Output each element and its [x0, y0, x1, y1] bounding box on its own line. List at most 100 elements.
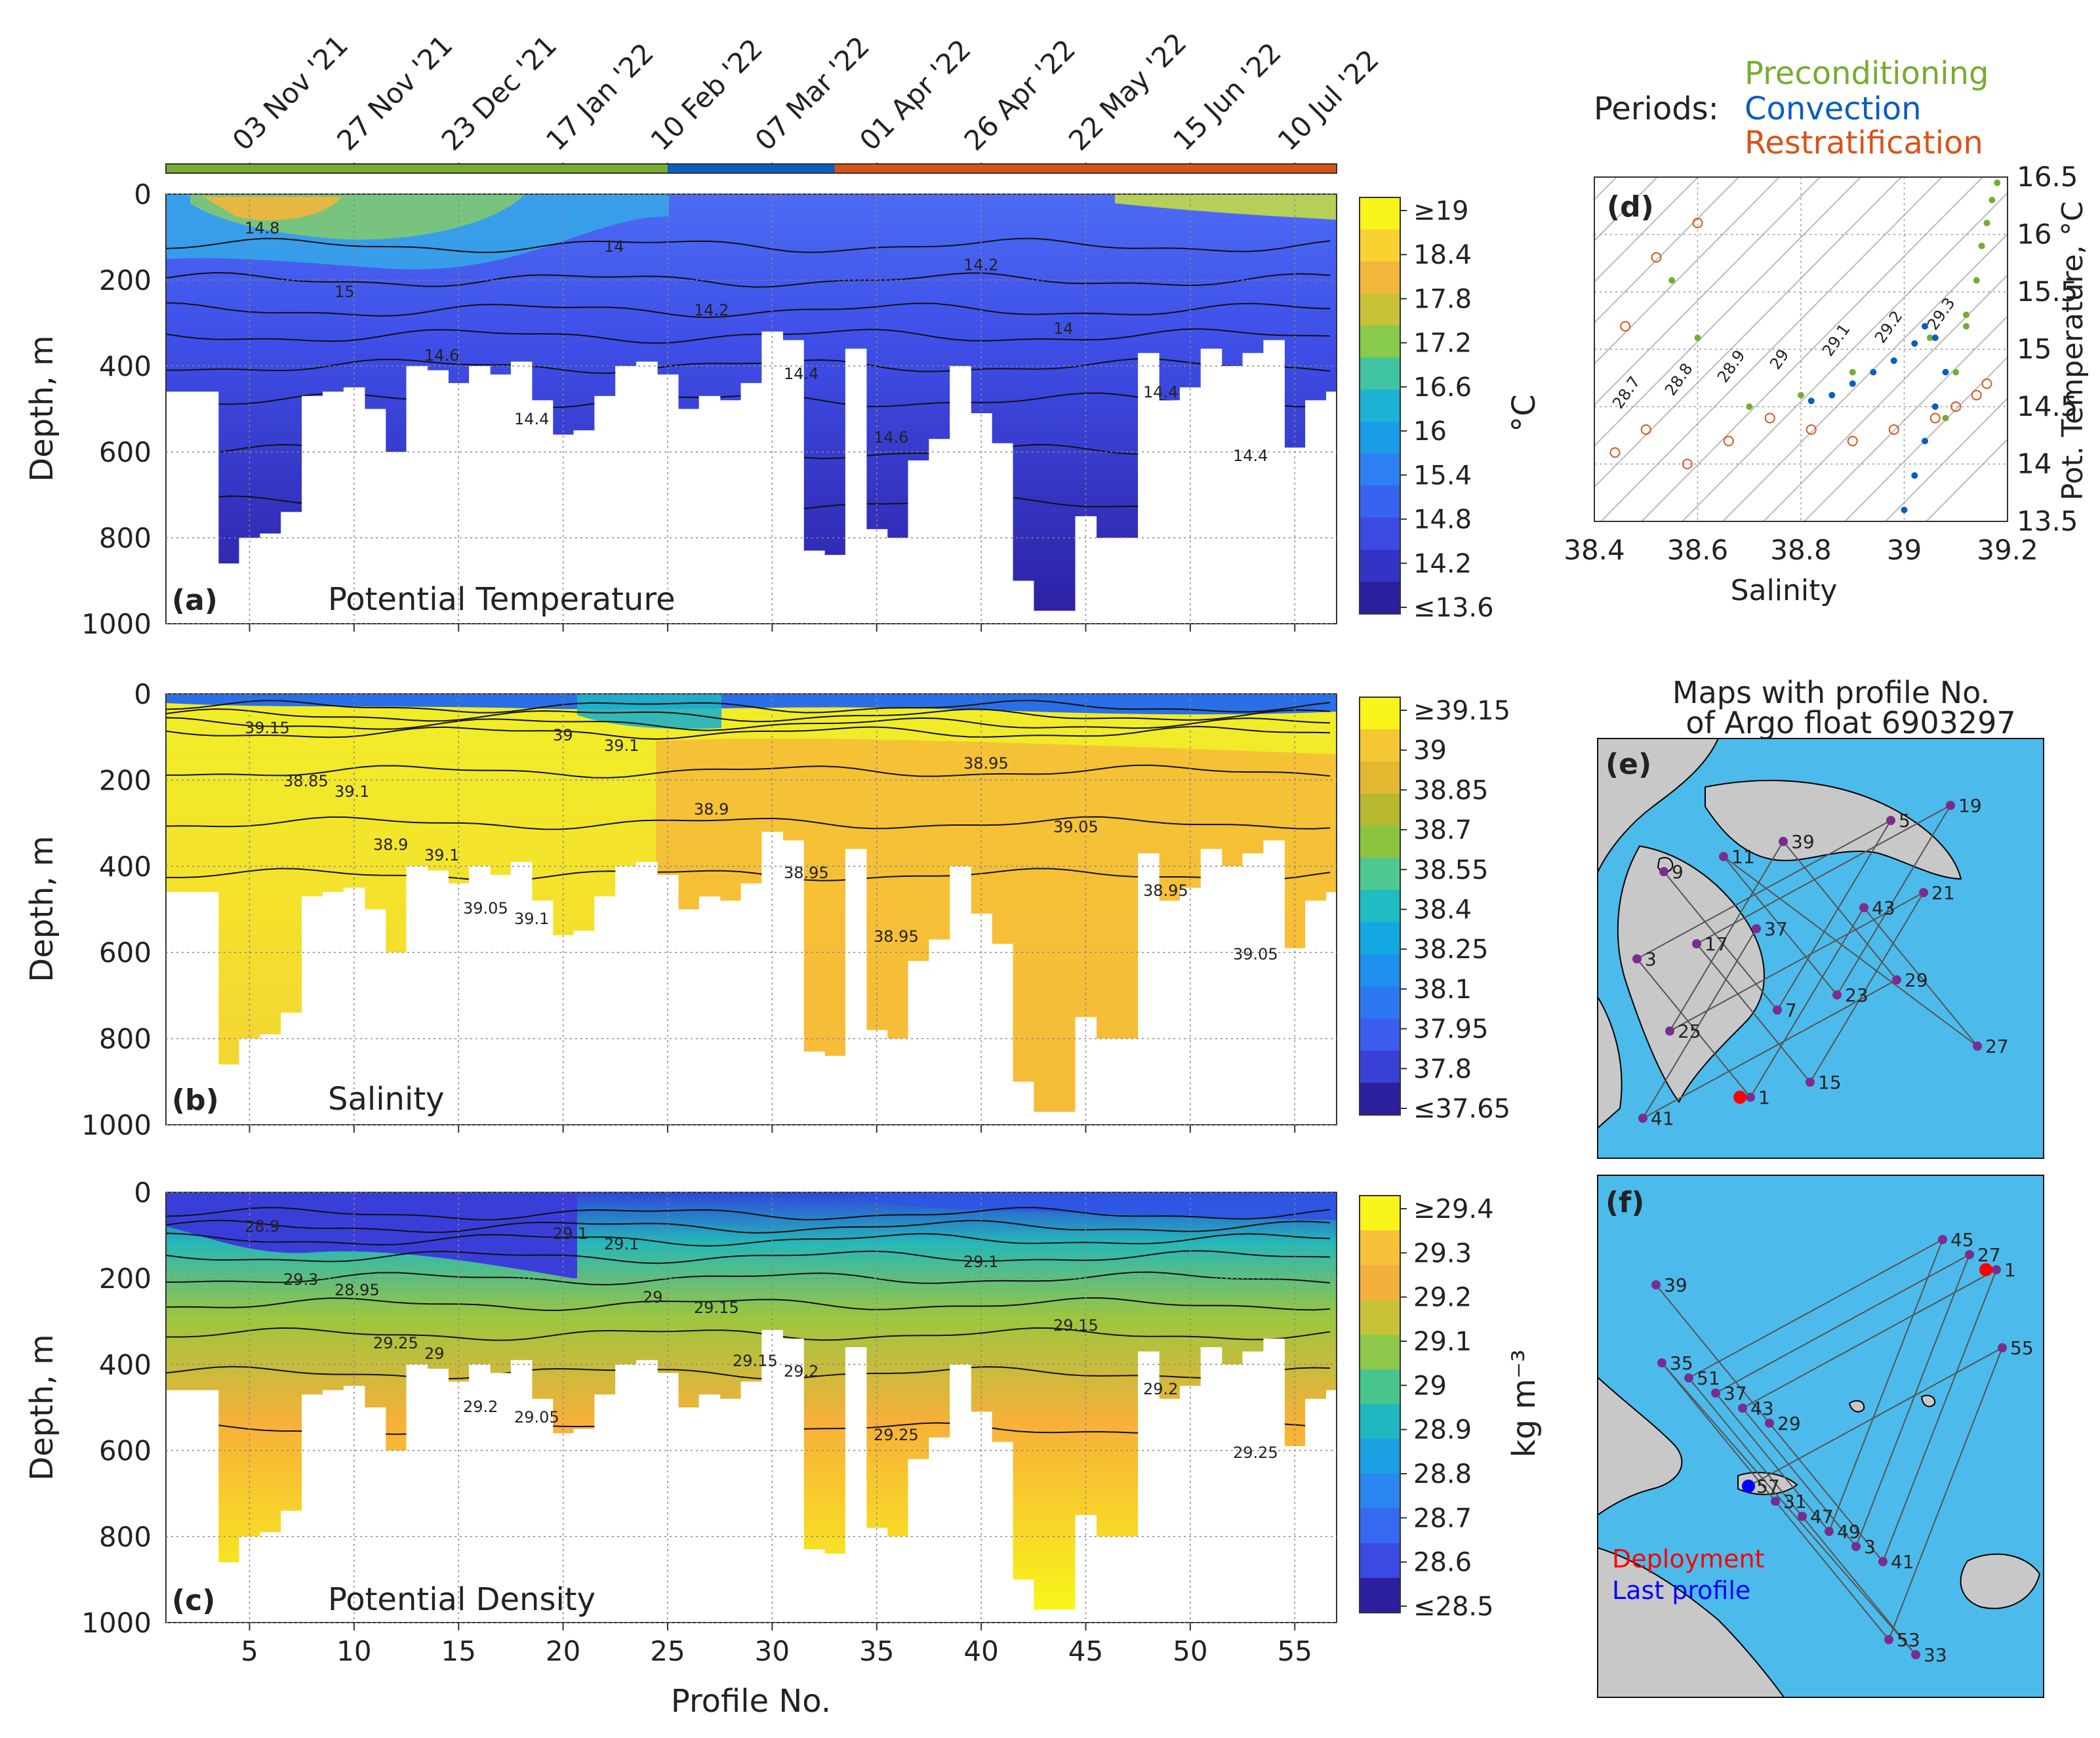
- profile-point: [1832, 990, 1842, 1000]
- no-data-region: [176, 392, 198, 624]
- contour-line: [166, 816, 1331, 830]
- profile-point: [1825, 1527, 1834, 1536]
- no-data-region: [1012, 1081, 1034, 1125]
- no-data-region: [971, 413, 992, 624]
- contour-line: [166, 708, 1331, 723]
- no-data-region: [1096, 1038, 1118, 1125]
- colorbar-label: 39: [1413, 736, 1447, 766]
- colorbar-swatch: [1360, 1578, 1400, 1613]
- no-data-region: [469, 1364, 491, 1623]
- no-data-region: [698, 1394, 721, 1623]
- colorbar-label: 38.1: [1413, 975, 1472, 1005]
- no-data-region: [1159, 900, 1181, 1125]
- colorbar-label: 28.6: [1413, 1548, 1472, 1578]
- panel-b-ylabel: Depth, m: [24, 836, 60, 982]
- contour-label: 39.1: [424, 846, 459, 864]
- contour-label: 14.6: [874, 428, 908, 447]
- y-tick-label: 14: [2017, 448, 2051, 480]
- no-data-region: [677, 1407, 700, 1623]
- profile-label: 45: [1950, 1229, 1974, 1251]
- contour-label: 38.95: [874, 927, 919, 946]
- no-data-region: [1075, 516, 1097, 624]
- colorbar-swatch: [1360, 890, 1400, 923]
- no-data-region: [971, 1411, 992, 1623]
- no-data-region: [1096, 538, 1118, 624]
- contour-label: 29.2: [1143, 1380, 1178, 1398]
- profile-point: [1692, 939, 1701, 948]
- profile-label: 7: [1785, 1000, 1797, 1021]
- no-data-region: [406, 866, 428, 1125]
- colorbar-label: ≥29.4: [1413, 1194, 1494, 1224]
- period-legend: Periods: Preconditioning Convection Rest…: [1594, 55, 1989, 161]
- ts-point: [1989, 197, 1996, 203]
- no-data-region: [1242, 353, 1264, 624]
- no-data-region: [782, 1339, 804, 1623]
- date-label: 10 Jul '22: [1272, 43, 1385, 157]
- colorbar-swatch: [1360, 1019, 1400, 1051]
- map-f-islet-2: [1920, 1394, 1936, 1407]
- ts-point: [1963, 323, 1969, 330]
- colorbar-swatch: [1360, 357, 1400, 390]
- no-data-region: [1138, 853, 1160, 1125]
- no-data-region: [406, 366, 428, 624]
- y-tick-label: 600: [99, 436, 151, 468]
- no-data-region: [1263, 1339, 1285, 1623]
- no-data-region: [490, 874, 512, 1125]
- ts-point: [1981, 378, 1992, 389]
- panel-b-tag: (b): [172, 1083, 219, 1117]
- profile-label: 37: [1724, 1383, 1747, 1404]
- panel-c-tag: (c): [172, 1584, 215, 1617]
- y-tick-label: 0: [134, 178, 151, 211]
- profile-point: [1651, 1280, 1661, 1289]
- profile-point: [1746, 1093, 1755, 1102]
- ts-point: [1978, 243, 1985, 249]
- no-data-region: [908, 1459, 930, 1623]
- no-data-region: [615, 366, 637, 624]
- no-data-region: [281, 512, 302, 624]
- no-data-region: [197, 392, 219, 624]
- isopycnal-line: [1844, 356, 2008, 521]
- isopycnal-line: [1804, 315, 2008, 521]
- no-data-region: [1326, 1390, 1337, 1623]
- y-tick-label: 1000: [81, 1607, 151, 1639]
- contour-label: 29.15: [733, 1352, 778, 1370]
- colorbar-label: 37.95: [1413, 1015, 1489, 1045]
- no-data-region: [260, 1034, 281, 1125]
- profile-label: 5: [1899, 810, 1910, 832]
- contour-label: 29.2: [463, 1398, 498, 1416]
- contour-label: 39: [553, 726, 573, 744]
- y-tick-label: 13.5: [2017, 505, 2078, 537]
- profile-point: [1992, 1265, 2001, 1274]
- colorbar-swatch: [1360, 1196, 1400, 1231]
- map-e-land-bottom: [1598, 996, 1623, 1129]
- no-data-region: [1138, 353, 1160, 624]
- deployment-marker: [1733, 1091, 1747, 1104]
- colorbar-swatch: [1360, 697, 1400, 730]
- profile-label: 43: [1750, 1398, 1774, 1419]
- profile-point: [1752, 924, 1761, 933]
- ts-point: [1994, 179, 2001, 186]
- x-tick-label: 38.4: [1564, 534, 1625, 566]
- colorbar-swatch: [1360, 517, 1400, 550]
- no-data-region: [992, 944, 1013, 1125]
- profile-point: [1638, 1114, 1647, 1123]
- colorbar-label: 16: [1413, 416, 1447, 447]
- no-data-region: [490, 374, 512, 624]
- no-data-region: [260, 1532, 281, 1623]
- contour-label: 14: [1053, 319, 1074, 338]
- no-data-region: [1012, 1579, 1034, 1623]
- no-data-region: [573, 430, 596, 624]
- date-label: 10 Feb '22: [644, 32, 769, 157]
- light-surface-water-2: [866, 1192, 1337, 1220]
- colorbar-swatch: [1360, 1230, 1400, 1266]
- colorbar-swatch: [1360, 1265, 1400, 1301]
- no-data-region: [698, 896, 721, 1125]
- no-data-region: [636, 361, 658, 624]
- colorbar-swatch: [1360, 1051, 1400, 1083]
- colorbar-swatch: [1360, 1474, 1400, 1509]
- float-track: [1636, 803, 1978, 1120]
- ts-point: [1668, 277, 1676, 284]
- no-data-region: [1117, 1038, 1139, 1125]
- colorbar-swatch: [1360, 453, 1400, 487]
